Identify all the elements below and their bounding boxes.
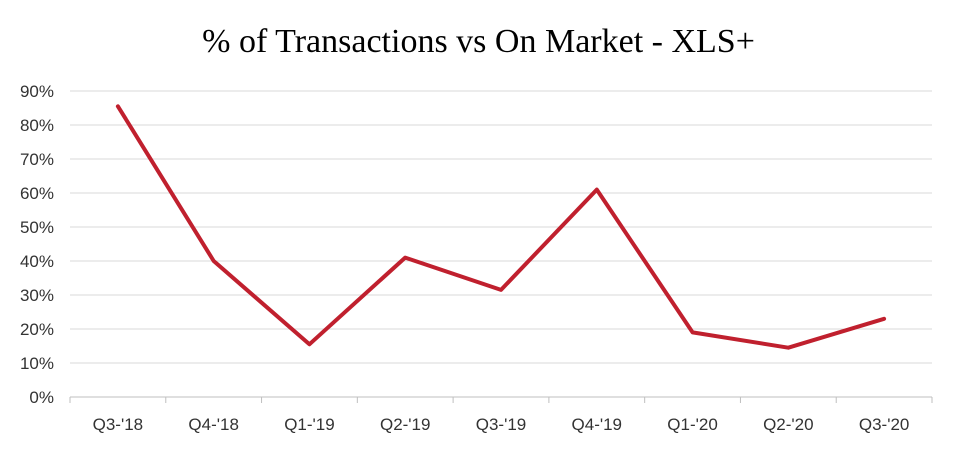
y-tick-label: 20% — [20, 320, 54, 339]
y-tick-label: 70% — [20, 150, 54, 169]
y-axis-tick-labels: 0% 10% 20% 30% 40% 50% 60% 70% 80% 90% — [20, 82, 54, 407]
x-tick-label: Q4-'19 — [572, 415, 623, 434]
x-tick-label: Q1-'19 — [284, 415, 335, 434]
x-axis — [69, 396, 933, 403]
y-tick-label: 50% — [20, 218, 54, 237]
x-tick-label: Q3-'18 — [93, 415, 144, 434]
x-tick-label: Q3-'20 — [859, 415, 910, 434]
gridlines — [70, 90, 932, 364]
x-tick-label: Q1-'20 — [667, 415, 718, 434]
x-axis-tick-labels: Q3-'18 Q4-'18 Q1-'19 Q2-'19 Q3-'19 Q4-'19 Q1-'… — [93, 415, 910, 434]
y-tick-label: 0% — [29, 388, 54, 407]
y-tick-label: 60% — [20, 184, 54, 203]
y-tick-label: 30% — [20, 286, 54, 305]
y-tick-label: 90% — [20, 82, 54, 101]
y-tick-label: 10% — [20, 354, 54, 373]
x-tick-label: Q4-'18 — [188, 415, 239, 434]
x-tick-label: Q2-'19 — [380, 415, 431, 434]
chart-title: % of Transactions vs On Market - XLS+ — [202, 23, 755, 60]
x-tick-label: Q3-'19 — [476, 415, 527, 434]
series-group — [115, 104, 887, 350]
y-tick-label: 40% — [20, 252, 54, 271]
series-line — [115, 104, 887, 350]
x-tick-label: Q2-'20 — [763, 415, 814, 434]
y-tick-label: 80% — [20, 116, 54, 135]
